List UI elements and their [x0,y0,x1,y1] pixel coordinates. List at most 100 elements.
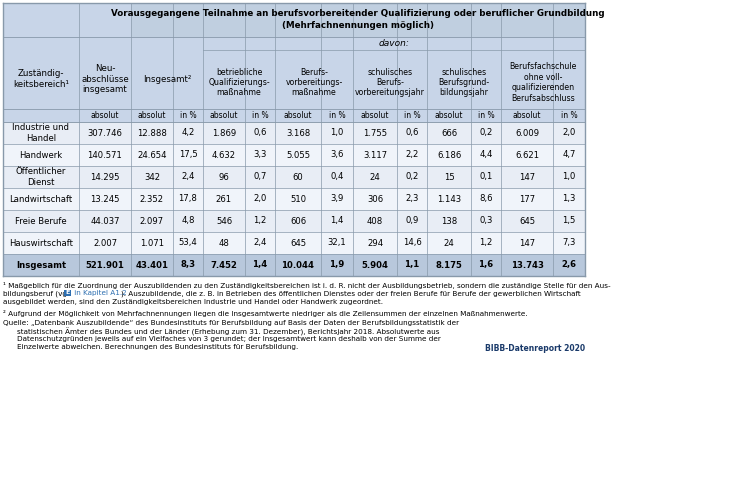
Text: in %: in % [252,111,269,120]
Text: 17,5: 17,5 [179,151,197,160]
Text: in %: in % [180,111,196,120]
Text: 24: 24 [444,239,454,248]
Text: 2.352: 2.352 [140,194,164,203]
Text: 138: 138 [441,217,457,226]
Text: 48: 48 [218,239,229,248]
Text: 4,8: 4,8 [181,217,195,226]
Text: Handwerk: Handwerk [20,151,63,160]
Text: ). Auszubildende, die z. B. in Betrieben des öffentlichen Dienstes oder der frei: ). Auszubildende, die z. B. in Betrieben… [120,291,580,297]
Bar [3,210,585,232]
Text: absolut: absolut [435,111,464,120]
Text: 307.746: 307.746 [88,129,123,138]
Text: 1,2: 1,2 [253,217,266,226]
Text: 4,7: 4,7 [562,151,576,160]
Text: Insgesamt: Insgesamt [16,260,66,269]
Bar [131,3,585,37]
Text: 2,6: 2,6 [561,260,577,269]
Text: 0,2: 0,2 [405,172,419,181]
Text: 1,4: 1,4 [330,217,344,226]
Text: 17,8: 17,8 [179,194,197,203]
Text: 1.869: 1.869 [212,129,236,138]
Text: schulisches
Berufsgrund-
bildungsjahr: schulisches Berufsgrund- bildungsjahr [439,68,490,97]
Text: ¹ Maßgeblich für die Zuordnung der Auszubildenden zu den Zuständigkeitsbereichen: ¹ Maßgeblich für die Zuordnung der Auszu… [3,282,610,289]
Text: 6.186: 6.186 [437,151,461,160]
Text: 0,6: 0,6 [405,129,419,138]
Bar [203,50,275,109]
Text: Zuständig-
keitsbereich¹: Zuständig- keitsbereich¹ [13,69,69,88]
Text: 2,3: 2,3 [405,194,419,203]
Text: 140.571: 140.571 [88,151,123,160]
Text: 261: 261 [216,194,232,203]
Text: 1,1: 1,1 [404,260,420,269]
Text: 1.071: 1.071 [140,239,164,248]
Bar [131,37,203,109]
Text: 177: 177 [519,194,535,203]
Text: 546: 546 [216,217,232,226]
Text: Landwirtschaft: Landwirtschaft [9,194,72,203]
Text: 2,0: 2,0 [253,194,266,203]
Text: 645: 645 [519,217,535,226]
Text: 0,6: 0,6 [253,129,266,138]
Text: Hauswirtschaft: Hauswirtschaft [9,239,73,248]
Text: schulisches
Berufs-
vorbereitungsjahr: schulisches Berufs- vorbereitungsjahr [355,68,425,97]
Text: 408: 408 [367,217,383,226]
Text: 14.295: 14.295 [91,172,120,181]
Text: absolut: absolut [284,111,312,120]
Text: 3,3: 3,3 [253,151,266,160]
Text: statistischen Ämter des Bundes und der Länder (Erhebung zum 31. Dezember), Beric: statistischen Ämter des Bundes und der L… [17,328,439,336]
Text: 0,3: 0,3 [480,217,493,226]
Text: Berufsfachschule
ohne voll-
qualifizierenden
Berufsabschluss: Berufsfachschule ohne voll- qualifiziere… [510,63,577,102]
Text: 12.888: 12.888 [137,129,167,138]
Text: Vorausgegangene Teilnahme an berufsvorbereitender Qualifizierung oder berufliche: Vorausgegangene Teilnahme an berufsvorbe… [111,9,605,18]
Text: in %: in % [328,111,345,120]
Text: absolut: absolut [361,111,389,120]
Text: 5.904: 5.904 [361,260,388,269]
Text: Industrie und
Handel: Industrie und Handel [12,123,69,143]
Text: 666: 666 [441,129,457,138]
Text: 5.055: 5.055 [286,151,310,160]
Bar [3,232,585,254]
Text: 606: 606 [290,217,306,226]
Bar [64,290,71,296]
Text: 8,6: 8,6 [480,194,493,203]
Bar [275,50,353,109]
Text: 43.401: 43.401 [136,260,169,269]
Text: 1.755: 1.755 [363,129,387,138]
Text: (Mehrfachnennungen möglich): (Mehrfachnennungen möglich) [282,21,434,30]
Text: 4.632: 4.632 [212,151,236,160]
Text: 53,4: 53,4 [179,239,197,248]
Text: Einzelwerte abweichen. Berechnungen des Bundesinstituts für Berufsbildung.: Einzelwerte abweichen. Berechnungen des … [17,344,299,350]
Text: 645: 645 [290,239,306,248]
Text: bildungsberuf (vgl.: bildungsberuf (vgl. [3,291,74,297]
Text: 6.009: 6.009 [515,129,539,138]
Bar [427,50,501,109]
Text: Insgesamt²: Insgesamt² [143,75,191,83]
Text: in %: in % [404,111,420,120]
Bar [3,3,131,122]
Text: 2,0: 2,0 [562,129,576,138]
Text: 306: 306 [367,194,383,203]
Bar [3,109,585,122]
Text: 1,6: 1,6 [478,260,493,269]
Text: 0,2: 0,2 [480,129,493,138]
Text: 7.452: 7.452 [210,260,237,269]
Text: 24: 24 [369,172,380,181]
Text: 147: 147 [519,239,535,248]
Bar [353,50,427,109]
Bar [3,254,585,276]
Text: 0,1: 0,1 [480,172,493,181]
Text: ausgebildet werden, sind den Zuständigkeitsbereichen Industrie und Handel oder H: ausgebildet werden, sind den Zuständigke… [3,299,383,305]
Text: 2,2: 2,2 [405,151,419,160]
Text: 15: 15 [444,172,454,181]
Text: betriebliche
Qualifizierungs-
maßnahme: betriebliche Qualifizierungs- maßnahme [208,68,270,97]
Text: 4,4: 4,4 [480,151,493,160]
Text: 2,4: 2,4 [181,172,195,181]
Text: 2.007: 2.007 [93,239,117,248]
Text: 0,7: 0,7 [253,172,266,181]
Text: 60: 60 [293,172,304,181]
Text: in %: in % [561,111,577,120]
Text: 32,1: 32,1 [328,239,346,248]
Text: absolut: absolut [210,111,238,120]
Text: 1,0: 1,0 [330,129,344,138]
Text: 2.097: 2.097 [140,217,164,226]
